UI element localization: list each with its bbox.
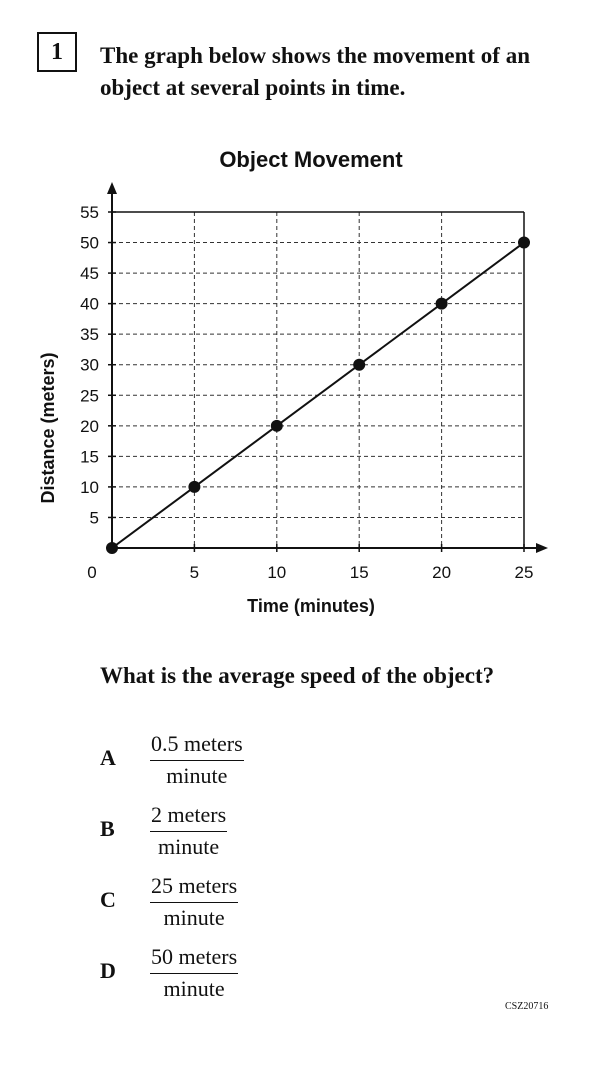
- grid-lines: [112, 212, 524, 548]
- data-point: [106, 542, 118, 554]
- x-tick-label: 25: [515, 563, 534, 582]
- x-tick-label: 20: [432, 563, 451, 582]
- data-point: [518, 236, 530, 249]
- choice-c-denominator: minute: [163, 905, 225, 930]
- choice-a-denominator: minute: [166, 763, 228, 788]
- choice-d-denominator: minute: [163, 976, 225, 1001]
- y-tick-label: 55: [80, 203, 99, 222]
- y-tick-label: 15: [80, 447, 99, 466]
- data-point: [270, 419, 283, 432]
- data-point: [435, 297, 448, 310]
- choice-b-letter: B: [100, 816, 115, 841]
- question-stem-line-2: object at several points in time.: [100, 75, 406, 100]
- y-axis-arrow: [107, 182, 117, 194]
- question-stem-line-1: The graph below shows the movement of an: [100, 43, 530, 68]
- y-tick-label: 20: [80, 417, 99, 436]
- x-axis-label: Time (minutes): [247, 596, 375, 616]
- y-tick-label: 45: [80, 264, 99, 283]
- data-point: [188, 480, 201, 493]
- object-movement-chart: Object Movement 5 10 15 20 25 30 35 40 45 50 55 0 5…: [38, 147, 548, 616]
- choice-d-fraction: 50 meters minute: [150, 944, 239, 1004]
- y-axis-label: Distance (meters): [38, 352, 58, 503]
- choice-a-numerator: 0.5 meters: [150, 731, 244, 761]
- y-tick-label: 50: [80, 234, 99, 253]
- choice-a[interactable]: A 0.5 meters minute: [100, 731, 360, 791]
- choice-a-fraction: 0.5 meters minute: [150, 731, 244, 791]
- question-stem: The graph below shows the movement of an…: [100, 40, 570, 104]
- x-tick-label: 0: [87, 563, 96, 582]
- choice-c-fraction: 25 meters minute: [150, 873, 239, 933]
- choice-b[interactable]: B 2 meters minute: [100, 802, 360, 862]
- choice-b-denominator: minute: [158, 834, 220, 859]
- y-tick-labels: 5 10 15 20 25 30 35 40 45 50 55: [80, 203, 116, 527]
- choice-d-numerator: 50 meters: [150, 944, 239, 974]
- choice-c-letter: C: [100, 887, 116, 912]
- choice-c-numerator: 25 meters: [150, 873, 239, 903]
- plot-frame: [112, 211, 525, 548]
- y-tick-label: 30: [80, 356, 99, 375]
- item-code: CSZ20716: [505, 1001, 549, 1012]
- y-tick-label: 40: [80, 295, 99, 314]
- choice-d[interactable]: D 50 meters minute: [100, 944, 360, 1004]
- x-tick-label: 15: [350, 563, 369, 582]
- axes: [107, 182, 548, 553]
- y-tick-label: 35: [80, 325, 99, 344]
- x-tick-labels: 0 5 10 15 20 25: [87, 544, 533, 582]
- question-prompt: What is the average speed of the object?: [100, 663, 495, 688]
- data-point: [353, 358, 366, 371]
- choice-c[interactable]: C 25 meters minute: [100, 873, 360, 933]
- choice-a-letter: A: [100, 745, 116, 770]
- x-tick-label: 10: [267, 563, 286, 582]
- data-series: [106, 236, 530, 554]
- y-tick-label: 10: [80, 478, 99, 497]
- x-tick-label: 5: [190, 563, 199, 582]
- choice-b-fraction: 2 meters minute: [150, 802, 228, 862]
- y-tick-label: 25: [80, 386, 99, 405]
- choice-d-letter: D: [100, 958, 116, 983]
- x-axis-arrow: [536, 543, 548, 553]
- series-line: [111, 241, 525, 549]
- y-tick-label: 5: [90, 508, 99, 527]
- choice-b-numerator: 2 meters: [150, 802, 228, 832]
- chart-title: Object Movement: [219, 147, 403, 172]
- question-number: 1: [37, 32, 77, 72]
